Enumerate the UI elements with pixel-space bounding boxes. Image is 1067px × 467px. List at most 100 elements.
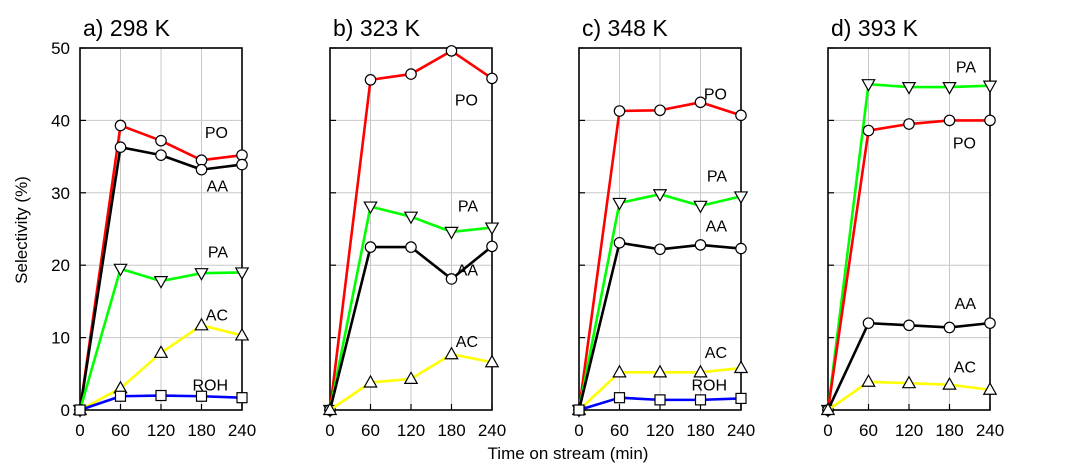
data-point [652,189,668,202]
data-point [484,222,500,236]
data-point [403,211,419,225]
data-point [693,200,708,214]
data-point [153,345,169,358]
series-label: ROH [691,377,727,394]
x-tick-label: 180 [686,421,714,440]
data-point [903,118,915,130]
x-tick-label: 60 [361,421,380,440]
data-point [405,241,417,253]
data-point [486,72,498,85]
series-label: AA [207,179,229,196]
data-point [693,364,708,378]
y-tick-label: 20 [51,256,70,275]
data-point [236,158,248,171]
data-point [694,394,707,406]
series-label: PO [455,92,478,109]
y-tick-label: 0 [61,401,70,420]
series-label: PA [707,168,727,185]
data-point [573,404,585,416]
series-label: ROH [192,378,228,395]
data-point [403,371,419,384]
data-point [612,197,627,211]
x-tick-label: 60 [859,421,878,440]
data-point [234,267,250,281]
x-tick-label: 0 [823,421,832,440]
data-point [613,105,626,117]
data-point [322,402,338,416]
series-roh: ROH [573,377,747,416]
panel-0: 0 10 20 30 40 50 0 60 120 180 240 a) 298 K PO AA PA AC R… [51,15,256,440]
data-point [613,236,626,249]
data-point [155,134,167,147]
data-point [486,240,498,253]
series-label: PO [704,86,727,103]
panel-3: 0 60 120 180 240 d) 393 K PA PO AA AC [820,15,1004,440]
data-point [234,327,250,341]
series-label: AC [705,345,727,362]
series-po: PO [573,86,747,416]
x-tick-label: 120 [397,421,425,440]
series-ac: AC [571,345,749,416]
data-point [862,317,875,329]
y-tick-label: 30 [51,184,70,203]
data-point [654,243,666,256]
data-point [484,354,500,368]
y-axis-label: Selectivity (%) [12,176,31,284]
y-tick-label: 10 [51,329,70,348]
data-point [862,124,875,137]
data-point [733,191,749,205]
panel-title: c) 348 K [582,15,668,41]
series-label: AA [706,219,728,236]
data-point [982,382,998,395]
x-tick-label: 240 [727,421,755,440]
data-point [903,319,915,332]
x-tick-label: 0 [574,421,583,440]
panel-title: a) 298 K [83,15,171,41]
data-point [236,392,248,404]
series-label: PA [956,60,976,77]
data-point [444,226,459,240]
data-point [195,390,208,402]
data-point [363,201,378,215]
panel-1: 0 60 120 180 240 b) 323 K PO PA AA AC [322,15,506,440]
data-point [735,109,747,122]
x-tick-label: 120 [895,421,923,440]
y-tick-label: 40 [51,111,70,130]
series-label: AC [456,334,478,351]
panel-2: 0 60 120 180 240 c) 348 K PO PA AA AC ROH [571,15,755,440]
x-tick-label: 240 [976,421,1004,440]
series-pa: PA [820,60,998,418]
data-point [654,104,666,117]
data-point [445,45,458,57]
data-point [820,402,836,416]
data-point [114,141,127,153]
x-tick-label: 240 [478,421,506,440]
data-point [861,374,876,387]
series-label: PO [953,135,976,152]
x-tick-label: 60 [111,421,130,440]
series-label: AA [955,296,977,313]
data-point [364,241,377,253]
x-tick-label: 0 [325,421,334,440]
data-point [405,68,417,80]
data-point [901,81,917,95]
data-point [155,389,167,402]
data-point [444,346,459,360]
data-point [654,394,666,406]
x-tick-label: 180 [187,421,215,440]
data-point [363,374,378,388]
x-tick-label: 120 [147,421,175,440]
series-label: AA [457,262,479,279]
series-ac: AC [322,334,500,416]
data-point [153,276,169,289]
x-tick-label: 120 [646,421,674,440]
data-point [735,392,747,405]
plot-frame [578,47,742,411]
data-point [735,242,747,255]
data-point [733,360,749,374]
data-point [113,263,128,277]
data-point [652,364,668,378]
panel-title: b) 323 K [333,15,421,41]
data-point [943,114,956,127]
data-point [74,404,86,416]
